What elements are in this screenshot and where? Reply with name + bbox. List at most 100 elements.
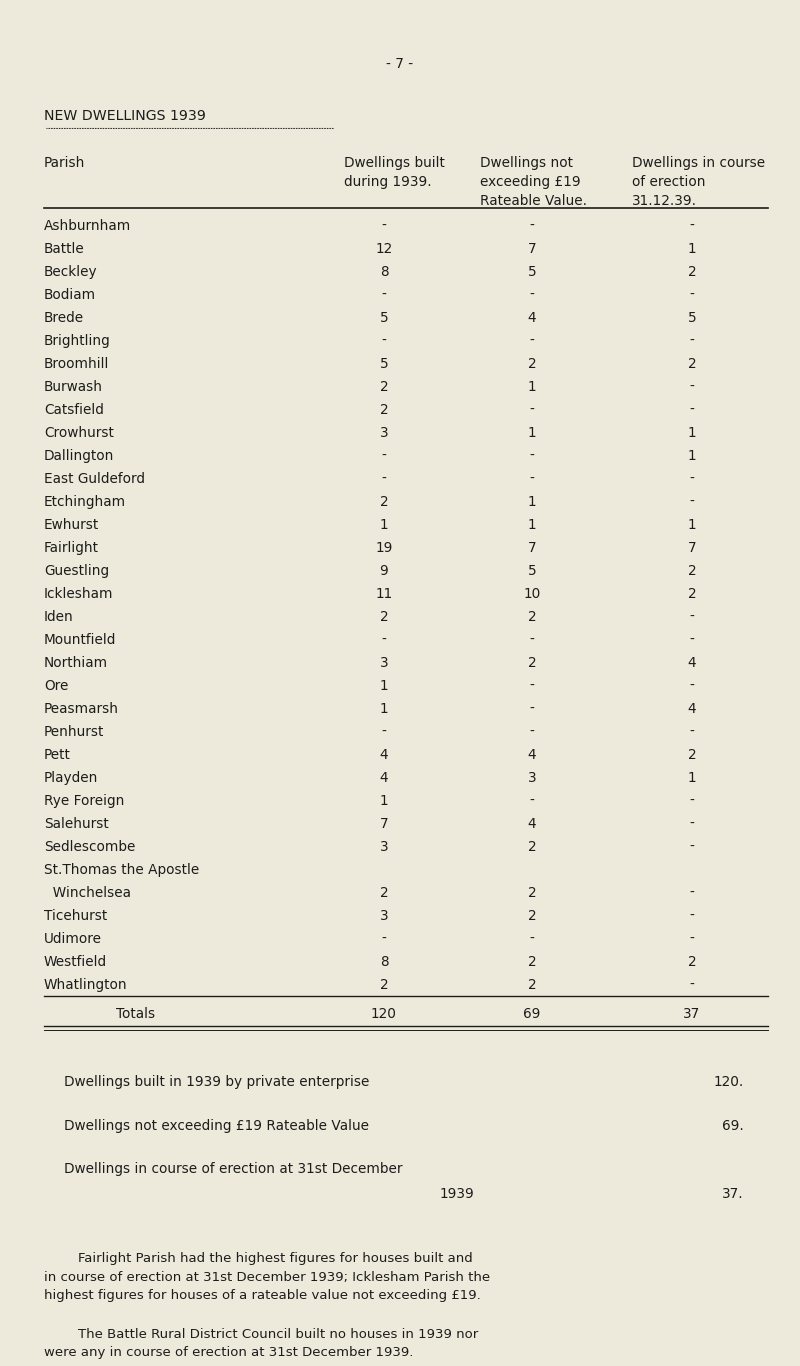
Text: Bodiam: Bodiam	[44, 288, 96, 302]
Text: 2: 2	[380, 887, 388, 900]
Text: Beckley: Beckley	[44, 265, 98, 279]
Text: 1: 1	[688, 518, 696, 531]
Text: -: -	[530, 702, 534, 716]
Text: 1: 1	[688, 770, 696, 785]
Text: 2: 2	[688, 564, 696, 578]
Text: 2: 2	[528, 910, 536, 923]
Text: 37.: 37.	[722, 1187, 744, 1201]
Text: 2: 2	[688, 265, 696, 279]
Text: Dwellings built: Dwellings built	[344, 156, 445, 169]
Text: exceeding £19: exceeding £19	[480, 175, 581, 189]
Text: Fairlight: Fairlight	[44, 541, 99, 555]
Text: -: -	[690, 725, 694, 739]
Text: -: -	[690, 219, 694, 232]
Text: Dwellings in course of erection at 31st December: Dwellings in course of erection at 31st …	[64, 1162, 402, 1176]
Text: 2: 2	[380, 403, 388, 417]
Text: Dwellings not: Dwellings not	[480, 156, 573, 169]
Text: -: -	[530, 932, 534, 947]
Text: Parish: Parish	[44, 156, 86, 169]
Text: 7: 7	[528, 242, 536, 255]
Text: 10: 10	[523, 587, 541, 601]
Text: Totals: Totals	[116, 1007, 155, 1020]
Text: 1: 1	[528, 518, 536, 531]
Text: 5: 5	[380, 310, 388, 325]
Text: 4: 4	[380, 749, 388, 762]
Text: Ore: Ore	[44, 679, 68, 693]
Text: -: -	[530, 448, 534, 463]
Text: -: -	[690, 609, 694, 624]
Text: 31.12.39.: 31.12.39.	[632, 194, 697, 208]
Text: -: -	[690, 403, 694, 417]
Text: 2: 2	[688, 749, 696, 762]
Text: -: -	[690, 840, 694, 854]
Text: 69.: 69.	[722, 1119, 744, 1132]
Text: -: -	[530, 471, 534, 486]
Text: Winchelsea: Winchelsea	[44, 887, 131, 900]
Text: -: -	[690, 471, 694, 486]
Text: 4: 4	[528, 310, 536, 325]
Text: -: -	[690, 794, 694, 807]
Text: 2: 2	[380, 609, 388, 624]
Text: 4: 4	[688, 702, 696, 716]
Text: 5: 5	[528, 265, 536, 279]
Text: Salehurst: Salehurst	[44, 817, 109, 831]
Text: 2: 2	[528, 955, 536, 968]
Text: 4: 4	[528, 749, 536, 762]
Text: 3: 3	[380, 840, 388, 854]
Text: 7: 7	[528, 541, 536, 555]
Text: Dwellings not exceeding £19 Rateable Value: Dwellings not exceeding £19 Rateable Val…	[64, 1119, 369, 1132]
Text: Rye Foreign: Rye Foreign	[44, 794, 124, 807]
Text: -: -	[530, 403, 534, 417]
Text: The Battle Rural District Council built no houses in 1939 nor
were any in course: The Battle Rural District Council built …	[44, 1328, 478, 1359]
Text: Pett: Pett	[44, 749, 71, 762]
Text: -: -	[382, 333, 386, 347]
Text: Mountfield: Mountfield	[44, 632, 116, 647]
Text: 5: 5	[380, 357, 388, 370]
Text: -: -	[382, 932, 386, 947]
Text: Burwash: Burwash	[44, 380, 103, 393]
Text: -: -	[690, 380, 694, 393]
Text: 1: 1	[688, 242, 696, 255]
Text: Whatlington: Whatlington	[44, 978, 128, 992]
Text: Sedlescombe: Sedlescombe	[44, 840, 135, 854]
Text: Penhurst: Penhurst	[44, 725, 104, 739]
Text: 3: 3	[380, 910, 388, 923]
Text: 120.: 120.	[714, 1075, 744, 1089]
Text: 9: 9	[380, 564, 388, 578]
Text: 4: 4	[528, 817, 536, 831]
Text: -: -	[690, 817, 694, 831]
Text: -: -	[382, 288, 386, 302]
Text: -: -	[382, 725, 386, 739]
Text: -: -	[530, 333, 534, 347]
Text: Crowhurst: Crowhurst	[44, 426, 114, 440]
Text: 2: 2	[688, 357, 696, 370]
Text: -: -	[690, 679, 694, 693]
Text: Ashburnham: Ashburnham	[44, 219, 131, 232]
Text: 8: 8	[380, 265, 388, 279]
Text: Dallington: Dallington	[44, 448, 114, 463]
Text: 2: 2	[528, 609, 536, 624]
Text: Fairlight Parish had the highest figures for houses built and
in course of erect: Fairlight Parish had the highest figures…	[44, 1253, 490, 1303]
Text: 5: 5	[528, 564, 536, 578]
Text: 4: 4	[380, 770, 388, 785]
Text: -: -	[382, 471, 386, 486]
Text: Guestling: Guestling	[44, 564, 109, 578]
Text: during 1939.: during 1939.	[344, 175, 432, 189]
Text: 1: 1	[528, 426, 536, 440]
Text: 3: 3	[380, 656, 388, 669]
Text: 4: 4	[688, 656, 696, 669]
Text: -: -	[690, 932, 694, 947]
Text: Brightling: Brightling	[44, 333, 110, 347]
Text: 8: 8	[380, 955, 388, 968]
Text: 2: 2	[528, 840, 536, 854]
Text: Brede: Brede	[44, 310, 84, 325]
Text: 7: 7	[688, 541, 696, 555]
Text: -: -	[690, 288, 694, 302]
Text: 1: 1	[688, 426, 696, 440]
Text: -: -	[530, 288, 534, 302]
Text: NEW DWELLINGS 1939: NEW DWELLINGS 1939	[44, 109, 206, 123]
Text: 1939: 1939	[440, 1187, 474, 1201]
Text: Udimore: Udimore	[44, 932, 102, 947]
Text: 19: 19	[375, 541, 393, 555]
Text: -: -	[530, 679, 534, 693]
